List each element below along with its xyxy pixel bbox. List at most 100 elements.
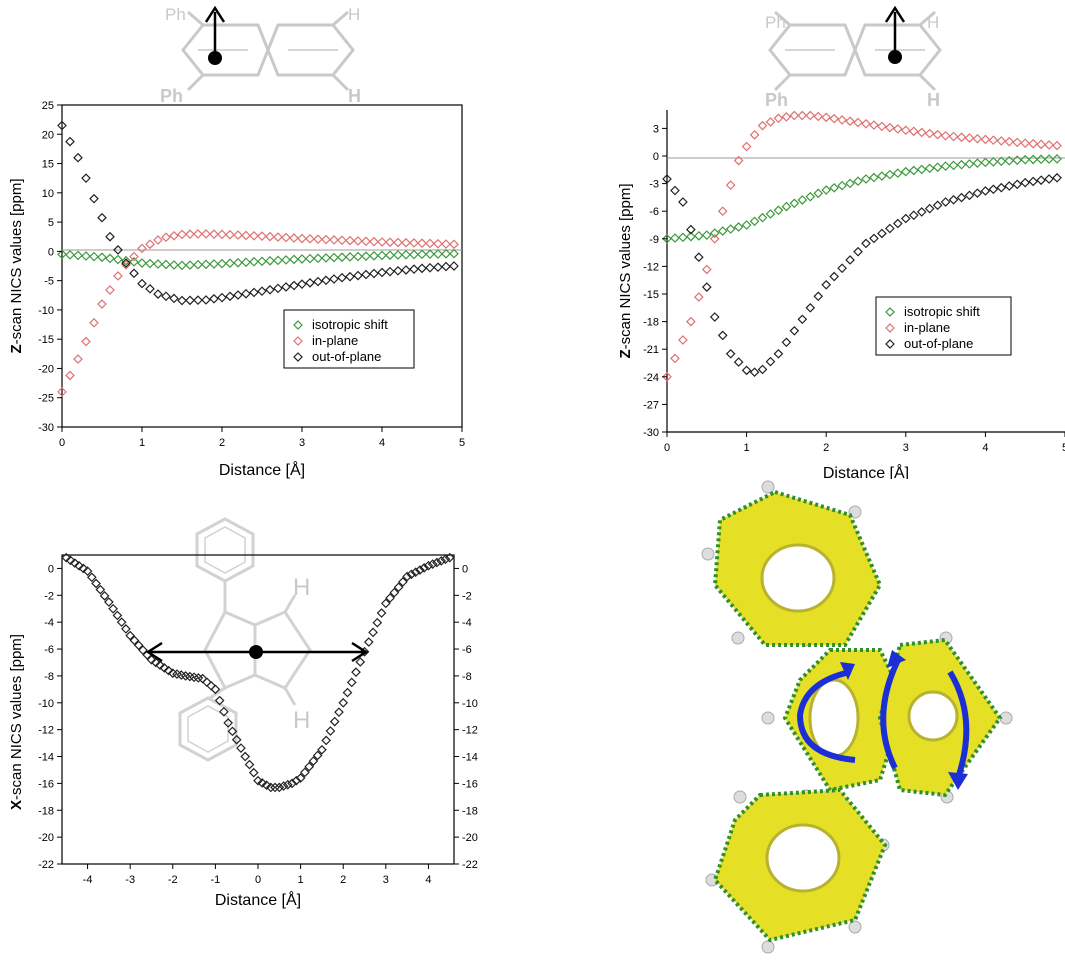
data-point (805, 302, 816, 313)
legend-marker (293, 320, 303, 330)
data-point (401, 237, 411, 248)
data-point (1020, 138, 1031, 148)
data-point (159, 663, 170, 673)
data-point (765, 209, 776, 219)
data-point (829, 113, 840, 124)
data-point (257, 286, 267, 297)
data-point (209, 259, 219, 269)
legend-marker (293, 336, 303, 346)
data-point (662, 174, 672, 184)
data-point (924, 203, 935, 214)
data-point (1012, 137, 1023, 148)
legend-marker (885, 323, 895, 333)
y-tick-label: -16 (38, 778, 54, 790)
molecule-top-right: Ph Ph H H (765, 5, 942, 110)
data-point (1012, 179, 1023, 190)
data-point (980, 186, 991, 196)
data-point (345, 252, 355, 262)
data-point (670, 185, 680, 196)
y-tick-label: -24 (643, 372, 659, 384)
data-point (781, 337, 792, 348)
y-tick-label: 0 (653, 151, 659, 163)
data-point (291, 775, 302, 786)
data-point (217, 229, 227, 240)
data-point (441, 261, 451, 272)
data-point (89, 317, 99, 328)
y-tick-label: -6 (44, 644, 54, 656)
data-point (273, 255, 283, 266)
data-point (265, 231, 275, 242)
data-point (65, 250, 75, 260)
data-point (112, 610, 123, 621)
data-point (409, 264, 419, 275)
data-point (265, 284, 275, 295)
data-point (1036, 175, 1046, 186)
data-point (73, 152, 83, 163)
y-tick-label-right: -8 (462, 671, 472, 683)
data-point (996, 136, 1007, 146)
data-point (57, 387, 67, 397)
data-point (988, 157, 999, 167)
data-point (701, 230, 712, 240)
arrowhead-icon (884, 5, 906, 23)
data-point (241, 257, 251, 268)
data-point (781, 201, 792, 212)
legend-label: out-of-plane (904, 336, 973, 351)
data-point (972, 158, 983, 169)
y-tick-label-right: -22 (462, 859, 478, 871)
data-point (201, 229, 211, 239)
y-tick-label-right: -16 (462, 778, 478, 790)
data-point (129, 257, 139, 267)
data-point (163, 665, 174, 676)
data-point (417, 249, 427, 260)
data-point (1044, 140, 1054, 150)
y-tick-label: -8 (44, 671, 54, 683)
data-point (853, 246, 863, 257)
data-point (225, 291, 235, 302)
data-point (57, 120, 67, 131)
data-point (105, 285, 115, 295)
data-point (686, 316, 696, 327)
data-point (185, 295, 195, 306)
data-point (449, 261, 459, 271)
data-point (773, 113, 784, 124)
data-point (837, 180, 847, 191)
data-point (389, 587, 400, 598)
data-point (733, 357, 744, 367)
data-point (317, 744, 327, 755)
data-point (1020, 154, 1031, 165)
data-point (289, 280, 299, 291)
data-point (385, 593, 395, 603)
data-point (869, 172, 879, 183)
data-point (265, 255, 275, 266)
data-point (113, 271, 123, 281)
data-point (757, 120, 768, 131)
data-point (321, 253, 331, 263)
chart-top-left: 0 1 2 3 4 5 -30 -25 -20 -15 -10 -5 0 5 10 15 20 25 Distan… (8, 100, 465, 479)
data-point (900, 125, 911, 136)
data-point (321, 275, 331, 286)
data-point (74, 560, 84, 571)
data-point (185, 260, 195, 270)
data-point (892, 124, 903, 134)
data-point (885, 122, 895, 133)
data-point (249, 230, 259, 241)
probe-point (249, 645, 263, 659)
data-point (892, 168, 903, 178)
data-point (869, 233, 879, 244)
data-point (97, 252, 107, 263)
data-point (210, 684, 221, 695)
data-point (261, 780, 272, 791)
y-tick-label: -22 (38, 859, 54, 871)
data-point (342, 687, 353, 698)
data-point (693, 292, 704, 302)
data-point (1028, 154, 1039, 165)
data-point (337, 252, 347, 263)
data-point (304, 761, 314, 772)
data-point (773, 348, 784, 359)
data-point (295, 773, 306, 783)
data-point (861, 174, 871, 184)
y-tick-label-right: -18 (462, 805, 478, 817)
data-point (924, 128, 935, 139)
data-point (201, 259, 211, 270)
